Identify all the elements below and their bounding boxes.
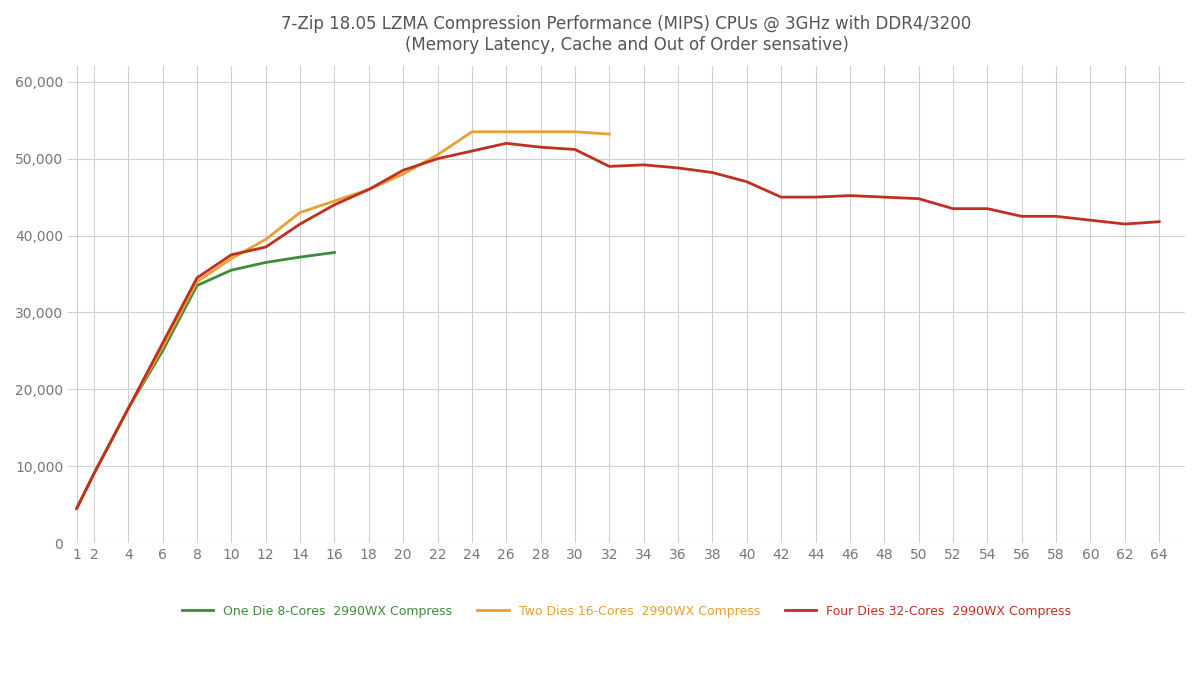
Four Dies 32-Cores  2990WX Compress [842, 192, 857, 200]
One Die 8-Cores  2990WX Compress [190, 282, 204, 290]
Four Dies 32-Cores  2990WX Compress [809, 193, 823, 201]
Two Dies 16-Cores  2990WX Compress [224, 254, 239, 262]
Two Dies 16-Cores  2990WX Compress [361, 186, 376, 194]
Four Dies 32-Cores  2990WX Compress [774, 193, 788, 201]
Line: Four Dies 32-Cores  2990WX Compress: Four Dies 32-Cores 2990WX Compress [77, 143, 1159, 509]
Four Dies 32-Cores  2990WX Compress [499, 139, 514, 148]
Two Dies 16-Cores  2990WX Compress [156, 343, 170, 351]
Two Dies 16-Cores  2990WX Compress [396, 170, 410, 178]
Two Dies 16-Cores  2990WX Compress [602, 130, 617, 138]
Four Dies 32-Cores  2990WX Compress [534, 143, 548, 151]
Line: One Die 8-Cores  2990WX Compress: One Die 8-Cores 2990WX Compress [77, 252, 335, 509]
Four Dies 32-Cores  2990WX Compress [258, 243, 272, 251]
Four Dies 32-Cores  2990WX Compress [464, 147, 479, 155]
Four Dies 32-Cores  2990WX Compress [980, 205, 995, 213]
Four Dies 32-Cores  2990WX Compress [190, 274, 204, 282]
Legend: One Die 8-Cores  2990WX Compress, Two Dies 16-Cores  2990WX Compress, Four Dies : One Die 8-Cores 2990WX Compress, Two Die… [178, 600, 1076, 622]
Four Dies 32-Cores  2990WX Compress [671, 164, 685, 172]
Line: Two Dies 16-Cores  2990WX Compress: Two Dies 16-Cores 2990WX Compress [77, 132, 610, 509]
One Die 8-Cores  2990WX Compress [293, 253, 307, 261]
Two Dies 16-Cores  2990WX Compress [258, 235, 272, 243]
One Die 8-Cores  2990WX Compress [328, 248, 342, 256]
One Die 8-Cores  2990WX Compress [121, 405, 136, 413]
Four Dies 32-Cores  2990WX Compress [121, 405, 136, 413]
Two Dies 16-Cores  2990WX Compress [293, 209, 307, 217]
Two Dies 16-Cores  2990WX Compress [190, 277, 204, 286]
Two Dies 16-Cores  2990WX Compress [431, 151, 445, 159]
Two Dies 16-Cores  2990WX Compress [534, 128, 548, 136]
Four Dies 32-Cores  2990WX Compress [361, 186, 376, 194]
One Die 8-Cores  2990WX Compress [224, 266, 239, 274]
Four Dies 32-Cores  2990WX Compress [602, 163, 617, 171]
Four Dies 32-Cores  2990WX Compress [396, 166, 410, 174]
Two Dies 16-Cores  2990WX Compress [121, 405, 136, 413]
Title: 7-Zip 18.05 LZMA Compression Performance (MIPS) CPUs @ 3GHz with DDR4/3200
(Memo: 7-Zip 18.05 LZMA Compression Performance… [282, 15, 972, 54]
Four Dies 32-Cores  2990WX Compress [156, 339, 170, 347]
One Die 8-Cores  2990WX Compress [70, 505, 84, 513]
One Die 8-Cores  2990WX Compress [258, 258, 272, 267]
Two Dies 16-Cores  2990WX Compress [464, 128, 479, 136]
One Die 8-Cores  2990WX Compress [86, 470, 101, 478]
Four Dies 32-Cores  2990WX Compress [293, 220, 307, 228]
Four Dies 32-Cores  2990WX Compress [328, 201, 342, 209]
Four Dies 32-Cores  2990WX Compress [224, 251, 239, 259]
Four Dies 32-Cores  2990WX Compress [86, 470, 101, 478]
Four Dies 32-Cores  2990WX Compress [1014, 212, 1028, 220]
Two Dies 16-Cores  2990WX Compress [70, 505, 84, 513]
Four Dies 32-Cores  2990WX Compress [946, 205, 960, 213]
One Die 8-Cores  2990WX Compress [156, 347, 170, 355]
Four Dies 32-Cores  2990WX Compress [1117, 220, 1132, 228]
Two Dies 16-Cores  2990WX Compress [499, 128, 514, 136]
Four Dies 32-Cores  2990WX Compress [877, 193, 892, 201]
Four Dies 32-Cores  2990WX Compress [739, 177, 754, 186]
Two Dies 16-Cores  2990WX Compress [328, 197, 342, 205]
Four Dies 32-Cores  2990WX Compress [70, 505, 84, 513]
Four Dies 32-Cores  2990WX Compress [706, 169, 720, 177]
Four Dies 32-Cores  2990WX Compress [912, 194, 926, 203]
Four Dies 32-Cores  2990WX Compress [1049, 212, 1063, 220]
Four Dies 32-Cores  2990WX Compress [1152, 218, 1166, 226]
Two Dies 16-Cores  2990WX Compress [86, 470, 101, 478]
Four Dies 32-Cores  2990WX Compress [636, 160, 650, 169]
Two Dies 16-Cores  2990WX Compress [568, 128, 582, 136]
Four Dies 32-Cores  2990WX Compress [568, 146, 582, 154]
Four Dies 32-Cores  2990WX Compress [431, 154, 445, 163]
Four Dies 32-Cores  2990WX Compress [1084, 216, 1098, 224]
